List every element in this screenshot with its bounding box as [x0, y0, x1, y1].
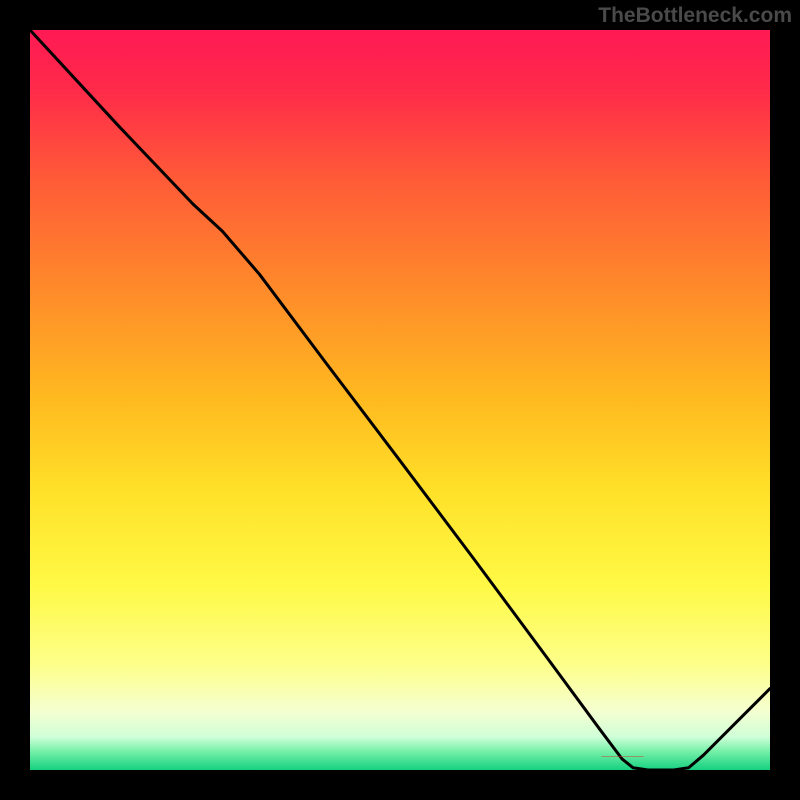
bottom-min-label: ________	[602, 747, 643, 758]
chart-container: TheBottleneck.com ________	[0, 0, 800, 800]
watermark-text: TheBottleneck.com	[598, 4, 792, 28]
gradient-curve-chart	[0, 0, 800, 800]
